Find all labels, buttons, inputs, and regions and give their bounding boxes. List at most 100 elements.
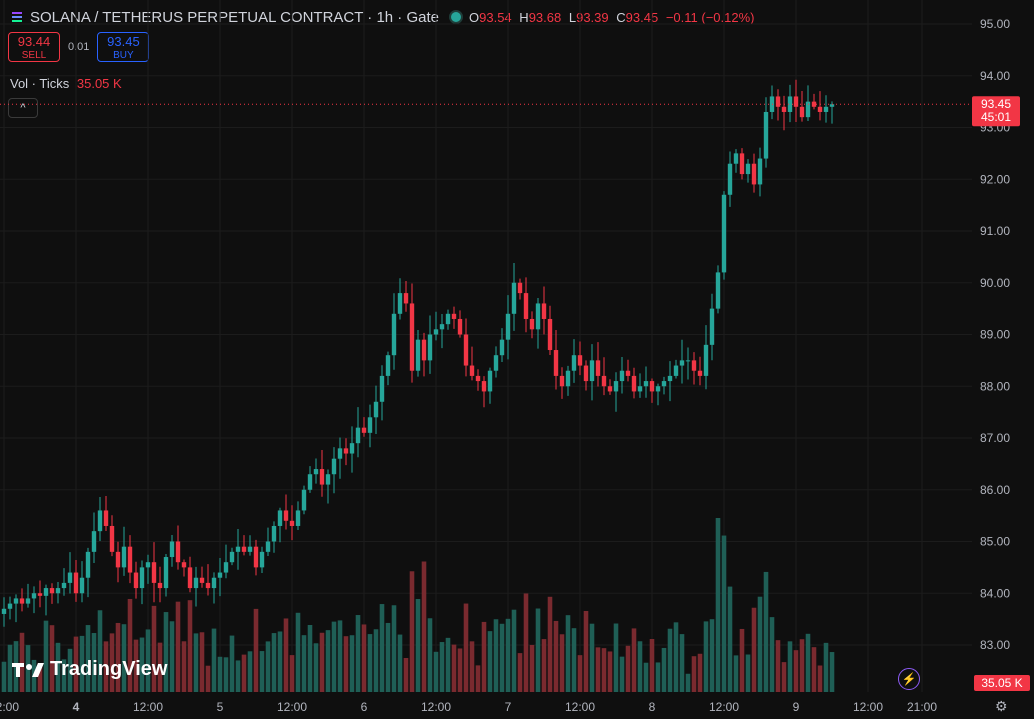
sell-button[interactable]: 93.44 SELL <box>8 32 60 62</box>
volume-bar <box>757 596 763 692</box>
candle-body <box>205 582 211 589</box>
solana-logo-icon <box>12 12 22 22</box>
candle-body <box>181 562 187 568</box>
candle-body <box>217 572 223 578</box>
volume-bar <box>775 640 781 692</box>
x-tick-label: 12:00 <box>277 700 307 714</box>
volume-bar <box>109 633 115 692</box>
candle-body <box>97 510 103 532</box>
volume-bar <box>805 633 811 692</box>
volume-bar <box>181 641 187 692</box>
volume-bar <box>487 631 493 692</box>
symbol-title[interactable]: SOLANA / TETHERUS PERPETUAL CONTRACT · 1… <box>30 8 439 26</box>
buy-button[interactable]: 93.45 BUY <box>97 32 150 62</box>
volume-bar <box>535 608 541 692</box>
candle-body <box>325 474 331 485</box>
candle-body <box>211 577 217 589</box>
candle-body <box>469 365 475 376</box>
candle-body <box>301 489 307 511</box>
settings-gear-icon[interactable]: ⚙ <box>995 698 1008 714</box>
candle-body <box>691 360 697 371</box>
volume-bar <box>7 644 13 692</box>
volume-bar <box>625 645 631 692</box>
candle-body <box>145 562 151 568</box>
volume-bar <box>1 661 7 692</box>
low-value: 93.39 <box>576 9 609 25</box>
candle-body <box>619 370 625 382</box>
tradingview-brand: TradingView <box>50 658 168 680</box>
volume-bar <box>673 622 679 692</box>
tradingview-logo: TradingView <box>12 658 167 681</box>
volume-bar <box>91 633 97 692</box>
candle-body <box>43 588 49 596</box>
volume-bar <box>787 641 793 692</box>
volume-bar <box>793 650 799 692</box>
volume-bar <box>37 663 43 692</box>
candle-body <box>373 401 379 418</box>
volume-bar <box>733 655 739 692</box>
lightning-icon[interactable]: ⚡ <box>898 668 920 690</box>
candle-body <box>271 525 277 542</box>
volume-bar <box>475 665 481 692</box>
candle-body <box>295 510 301 526</box>
candle-body <box>73 572 79 594</box>
candle-body <box>253 546 259 568</box>
volume-bar <box>769 617 775 692</box>
volume-bar <box>691 656 697 692</box>
candle-body <box>349 443 355 454</box>
candle-body <box>421 339 427 361</box>
candle-body <box>577 355 583 366</box>
volume-bar <box>565 615 571 692</box>
candle-body <box>229 551 235 563</box>
volume-bar <box>607 651 613 692</box>
volume-legend[interactable]: Vol · Ticks 35.05 K <box>10 76 122 91</box>
volume-bar <box>391 605 397 692</box>
candle-body <box>481 381 487 392</box>
candle-body <box>499 339 505 356</box>
close-label: C <box>616 9 626 25</box>
volume-bar <box>133 639 139 692</box>
candle-body <box>109 525 115 552</box>
candle-body <box>415 339 421 371</box>
candle-body <box>31 593 37 599</box>
x-tick-label: 6 <box>361 700 368 714</box>
volume-bar <box>523 593 529 692</box>
volume-bar <box>115 622 121 692</box>
x-tick-label: 21:00 <box>907 700 937 714</box>
volume-bar <box>253 608 259 692</box>
volume-bar <box>283 618 289 692</box>
volume-bar <box>727 586 733 692</box>
volume-bar <box>331 621 337 692</box>
volume-bar <box>619 656 625 692</box>
candle-body <box>361 427 367 433</box>
volume-bar <box>703 621 709 692</box>
volume-bar <box>709 619 715 692</box>
candle-body <box>433 329 439 335</box>
volume-bar <box>583 610 589 692</box>
candle-body <box>463 334 469 366</box>
candle-body <box>49 588 55 594</box>
volume-bar <box>577 655 583 692</box>
candle-body <box>241 546 247 552</box>
volume-legend-value: 35.05 K <box>76 76 122 91</box>
candle-body <box>511 282 517 314</box>
candle-body <box>799 106 805 118</box>
volume-bar <box>649 638 655 692</box>
candle-body <box>25 598 31 604</box>
candle-body <box>307 474 313 490</box>
volume-bar <box>223 657 229 692</box>
volume-bar <box>325 630 331 692</box>
candle-body <box>559 375 565 387</box>
ohlc-readout: O93.54 H93.68 L93.39 C93.45 −0.11 (−0.12… <box>469 10 758 25</box>
x-tick-label: 5 <box>217 700 224 714</box>
candle-body <box>259 551 265 568</box>
volume-bar <box>631 628 637 692</box>
volume-bar <box>499 623 505 692</box>
volume-bar <box>163 612 169 692</box>
x-tick-label: 8 <box>649 700 656 714</box>
candle-body <box>505 313 511 340</box>
collapse-legend-button[interactable]: ^ <box>8 98 38 118</box>
volume-bar <box>517 653 523 692</box>
volume-bar <box>721 535 727 692</box>
